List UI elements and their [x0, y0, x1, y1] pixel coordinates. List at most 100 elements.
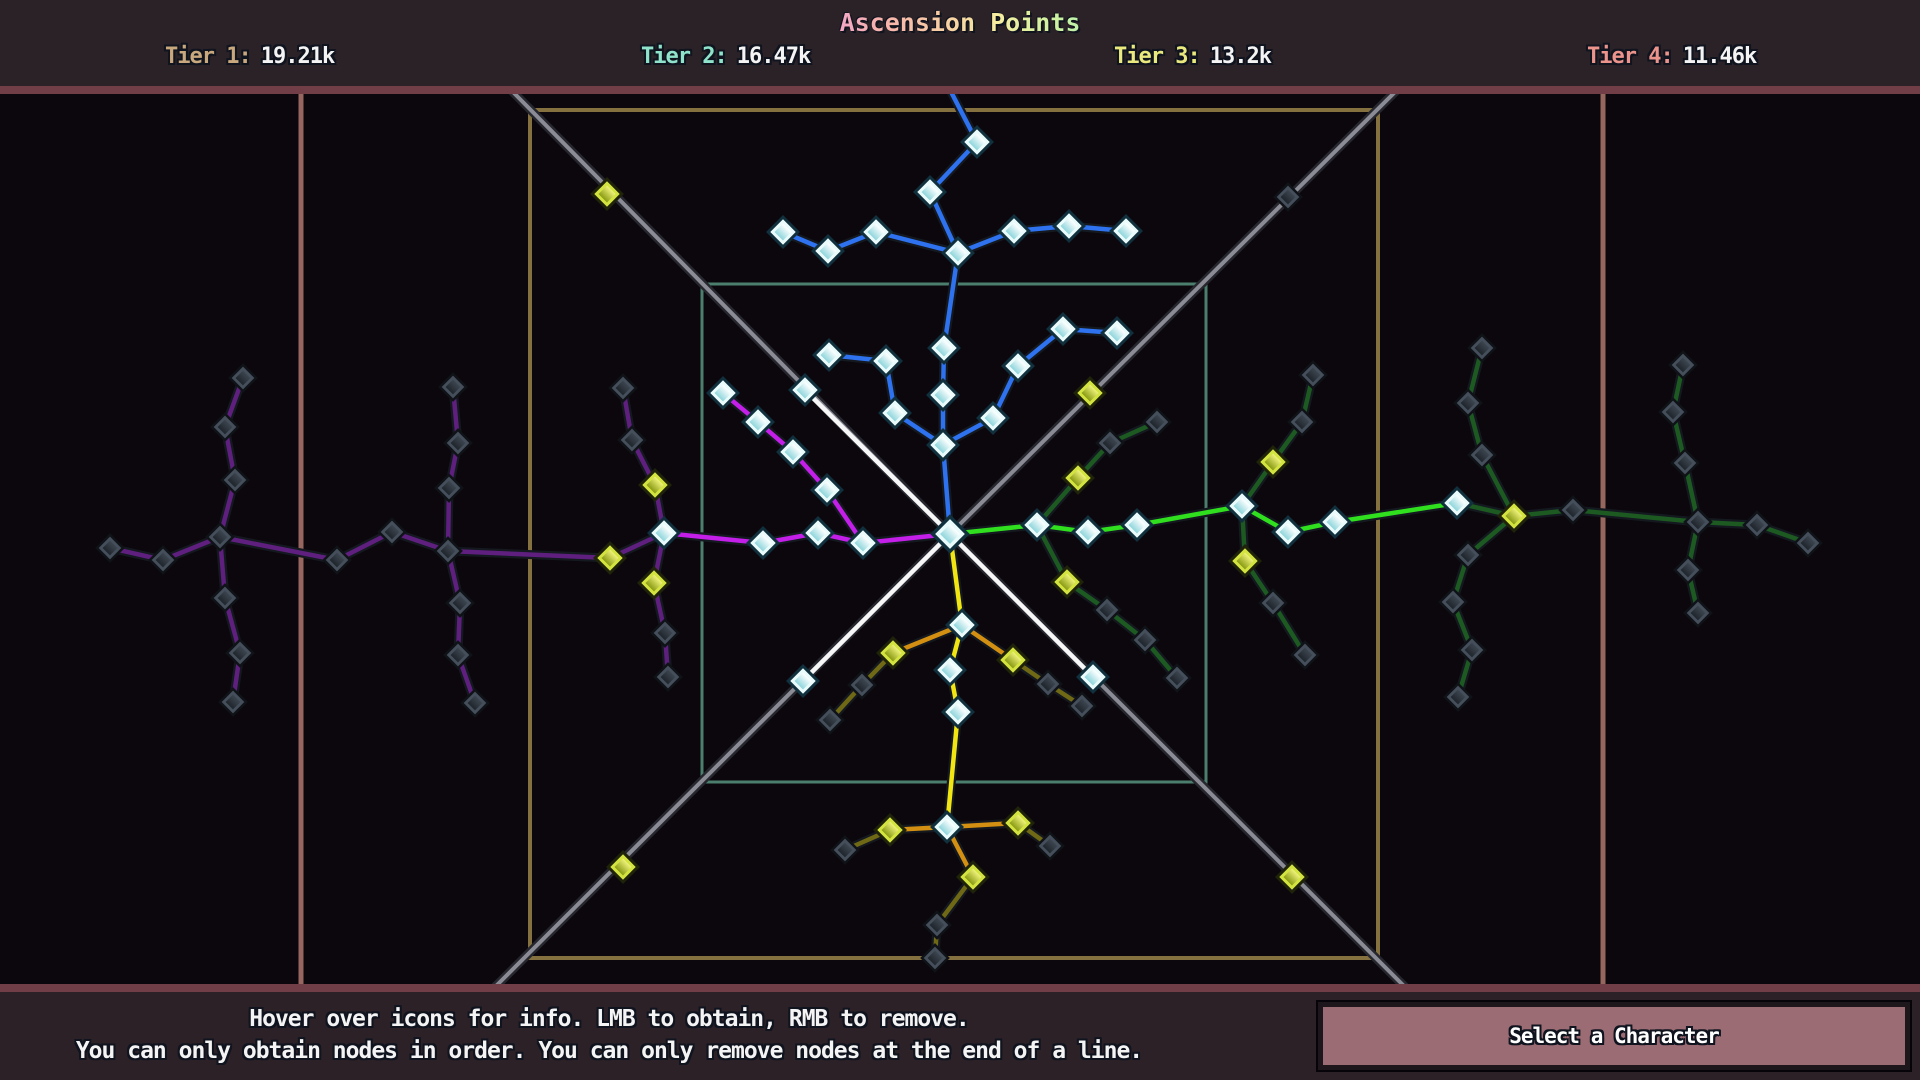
skill-node-locked[interactable]: [1273, 182, 1303, 212]
skill-node-locked[interactable]: [1683, 507, 1713, 537]
skill-node-locked[interactable]: [1453, 540, 1483, 570]
skill-node-locked[interactable]: [1438, 587, 1468, 617]
skill-node-available[interactable]: [1073, 376, 1107, 410]
skill-node-available[interactable]: [606, 850, 640, 884]
skill-node-obtained[interactable]: [1020, 508, 1054, 542]
skill-node-obtained[interactable]: [997, 214, 1031, 248]
skill-node-obtained[interactable]: [869, 344, 903, 378]
skill-node-available[interactable]: [593, 541, 627, 575]
skill-node-obtained[interactable]: [647, 516, 681, 550]
skill-node-available[interactable]: [637, 566, 671, 600]
skill-node-locked[interactable]: [1258, 588, 1288, 618]
header-bar: Ascension Points Tier 1: 19.21k Tier 2: 16…: [0, 0, 1920, 86]
skill-node-obtained[interactable]: [941, 695, 975, 729]
skill-node-locked[interactable]: [210, 583, 240, 613]
skill-node-obtained[interactable]: [1120, 508, 1154, 542]
skill-node-locked[interactable]: [445, 588, 475, 618]
skill-node-available[interactable]: [1050, 565, 1084, 599]
skill-node-locked[interactable]: [1742, 510, 1772, 540]
skill-node-locked[interactable]: [1067, 691, 1097, 721]
skill-node-locked[interactable]: [225, 638, 255, 668]
skill-node-available[interactable]: [638, 468, 672, 502]
skill-node-available[interactable]: [1228, 544, 1262, 578]
skill-node-available[interactable]: [590, 177, 624, 211]
skill-node-locked[interactable]: [1443, 682, 1473, 712]
skill-node-obtained[interactable]: [859, 215, 893, 249]
skill-node-obtained[interactable]: [933, 653, 967, 687]
skill-node-obtained[interactable]: [1271, 515, 1305, 549]
skill-node-locked[interactable]: [460, 688, 490, 718]
skill-node-locked[interactable]: [1095, 428, 1125, 458]
tier-1-points: Tier 1: 19.21k: [165, 44, 335, 69]
skill-node-obtained[interactable]: [1071, 515, 1105, 549]
skill-node-locked[interactable]: [1290, 640, 1320, 670]
skill-node-locked[interactable]: [205, 522, 235, 552]
skill-node-obtained[interactable]: [941, 236, 975, 270]
skill-node-available[interactable]: [1497, 499, 1531, 533]
skill-node-locked[interactable]: [1670, 448, 1700, 478]
skill-node-locked[interactable]: [1668, 350, 1698, 380]
skill-node-locked[interactable]: [1287, 407, 1317, 437]
skill-node-locked[interactable]: [438, 372, 468, 402]
skill-node-locked[interactable]: [1130, 625, 1160, 655]
instructions-line-2: You can only obtain nodes in order. You …: [75, 1038, 1143, 1064]
skill-node-obtained[interactable]: [811, 234, 845, 268]
skill-node-locked[interactable]: [377, 517, 407, 547]
skill-node-locked[interactable]: [608, 373, 638, 403]
skill-node-center[interactable]: [930, 514, 970, 554]
skill-node-obtained[interactable]: [746, 526, 780, 560]
skill-node-available[interactable]: [1275, 860, 1309, 894]
skill-node-obtained[interactable]: [1225, 489, 1259, 523]
skill-node-obtained[interactable]: [976, 401, 1010, 435]
skill-node-locked[interactable]: [1793, 528, 1823, 558]
skill-node-locked[interactable]: [1683, 598, 1713, 628]
skill-node-locked[interactable]: [433, 536, 463, 566]
skill-node-locked[interactable]: [434, 473, 464, 503]
select-character-button[interactable]: Select a Character: [1316, 1000, 1912, 1072]
skill-node-locked[interactable]: [218, 687, 248, 717]
skill-node-locked[interactable]: [1033, 669, 1063, 699]
skill-node-obtained[interactable]: [1100, 316, 1134, 350]
skill-node-locked[interactable]: [95, 533, 125, 563]
skill-node-locked[interactable]: [1142, 407, 1172, 437]
skill-node-locked[interactable]: [1162, 663, 1192, 693]
skill-node-obtained[interactable]: [801, 516, 835, 550]
skill-node-obtained[interactable]: [926, 378, 960, 412]
skill-node-locked[interactable]: [1092, 595, 1122, 625]
skill-node-locked[interactable]: [210, 412, 240, 442]
skill-node-obtained[interactable]: [1052, 209, 1086, 243]
skill-node-locked[interactable]: [1467, 440, 1497, 470]
skill-node-locked[interactable]: [1467, 333, 1497, 363]
skill-node-obtained[interactable]: [1440, 486, 1474, 520]
skill-node-available[interactable]: [873, 813, 907, 847]
skill-node-available[interactable]: [1061, 461, 1095, 495]
skill-node-obtained[interactable]: [812, 338, 846, 372]
skill-node-locked[interactable]: [650, 618, 680, 648]
skill-node-locked[interactable]: [1035, 831, 1065, 861]
skill-node-locked[interactable]: [1453, 388, 1483, 418]
skill-node-locked[interactable]: [228, 363, 258, 393]
skill-node-obtained[interactable]: [1318, 505, 1352, 539]
skill-node-locked[interactable]: [830, 835, 860, 865]
skill-node-obtained[interactable]: [1076, 660, 1110, 694]
skill-node-obtained[interactable]: [927, 331, 961, 365]
skill-node-locked[interactable]: [220, 465, 250, 495]
skill-node-obtained[interactable]: [1109, 214, 1143, 248]
skill-node-locked[interactable]: [920, 943, 950, 973]
skill-node-available[interactable]: [1256, 445, 1290, 479]
skill-node-locked[interactable]: [443, 640, 473, 670]
skill-node-obtained[interactable]: [930, 810, 964, 844]
skill-node-locked[interactable]: [653, 662, 683, 692]
skill-node-locked[interactable]: [1457, 635, 1487, 665]
skill-node-locked[interactable]: [322, 545, 352, 575]
skill-node-obtained[interactable]: [1046, 312, 1080, 346]
skill-node-locked[interactable]: [1673, 555, 1703, 585]
skill-node-locked[interactable]: [148, 545, 178, 575]
skill-node-locked[interactable]: [1298, 360, 1328, 390]
skill-node-locked[interactable]: [617, 425, 647, 455]
skill-node-locked[interactable]: [1558, 495, 1588, 525]
skill-node-locked[interactable]: [443, 428, 473, 458]
skill-node-locked[interactable]: [1658, 397, 1688, 427]
skill-node-obtained[interactable]: [766, 215, 800, 249]
